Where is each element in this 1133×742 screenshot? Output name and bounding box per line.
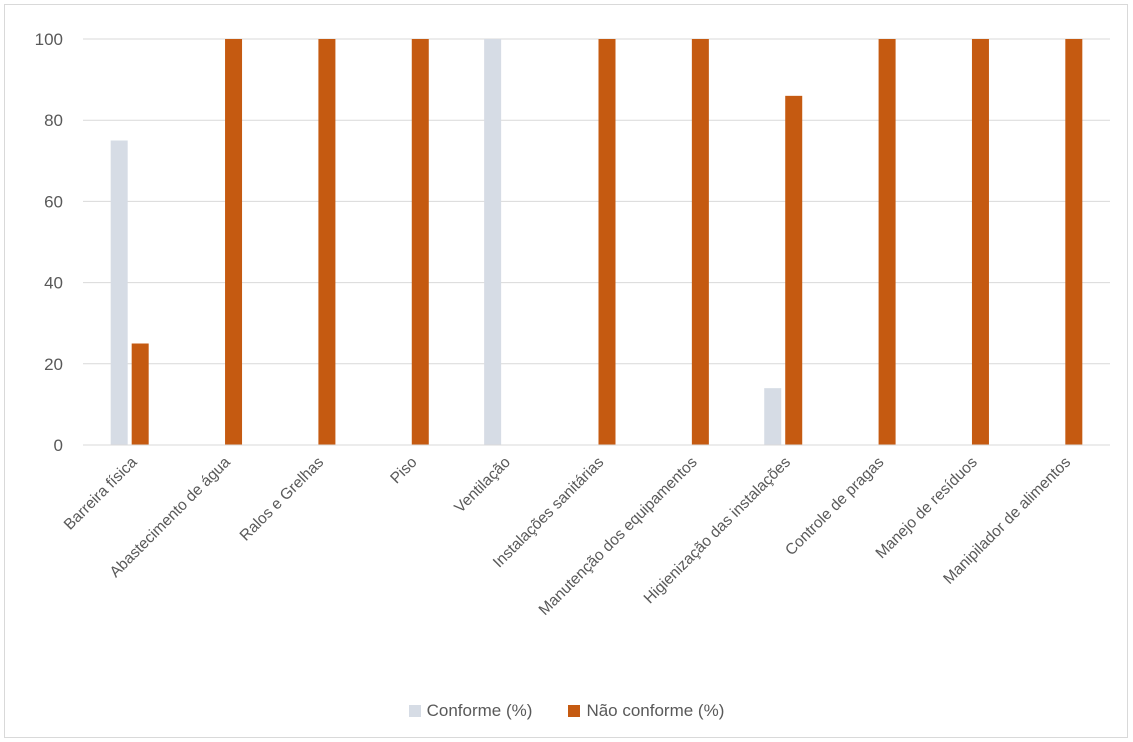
x-tick-label: Higienização das instalações (641, 454, 795, 608)
legend-label-nao-conforme: Não conforme (%) (586, 701, 725, 720)
chart-frame (4, 4, 1128, 738)
bar-nao-conforme-10 (1065, 39, 1083, 445)
x-tick-label: Manutenção dos equipamentos (536, 454, 701, 619)
y-tick-label: 0 (54, 436, 63, 455)
x-tick-label: Barreira física (61, 454, 141, 534)
y-axis: 0 20 40 60 80 100 (35, 30, 63, 455)
x-tick-label: Ventilação (451, 454, 514, 517)
x-tick-label: Piso (387, 454, 420, 487)
bar-nao-conforme-5 (598, 39, 616, 445)
bar-nao-conforme-8 (878, 39, 896, 445)
legend-swatch-conforme (408, 705, 421, 717)
y-tick-label: 60 (44, 192, 63, 211)
legend-item-conforme: Conforme (%) (408, 701, 533, 721)
bar-nao-conforme-6 (691, 39, 709, 445)
legend-swatch-nao-conforme (568, 705, 581, 717)
bar-chart: 0 20 40 60 80 100 Barreira físicaAbasteciment… (35, 30, 1110, 619)
bars (110, 39, 1083, 445)
bar-nao-conforme-2 (318, 39, 336, 445)
legend-label-conforme: Conforme (%) (426, 701, 533, 720)
bar-nao-conforme-1 (225, 39, 243, 445)
x-tick-label: Controle de pragas (782, 454, 887, 559)
bar-conforme-4 (484, 39, 502, 445)
bar-nao-conforme-0 (131, 343, 149, 445)
bar-nao-conforme-7 (785, 95, 803, 445)
y-tick-label: 40 (44, 274, 63, 293)
y-tick-label: 100 (35, 30, 63, 49)
bar-nao-conforme-3 (411, 39, 429, 445)
bar-conforme-7 (764, 388, 782, 445)
y-tick-label: 80 (44, 111, 63, 130)
x-tick-label: Ralos e Grelhas (237, 454, 328, 545)
y-tick-label: 20 (44, 355, 63, 374)
legend: Conforme (%) Não conforme (%) (0, 701, 1133, 721)
bar-nao-conforme-9 (971, 39, 989, 445)
x-tick-label: Manejo de resíduos (872, 454, 980, 562)
bar-conforme-0 (110, 140, 128, 445)
legend-item-nao-conforme: Não conforme (%) (568, 701, 724, 721)
